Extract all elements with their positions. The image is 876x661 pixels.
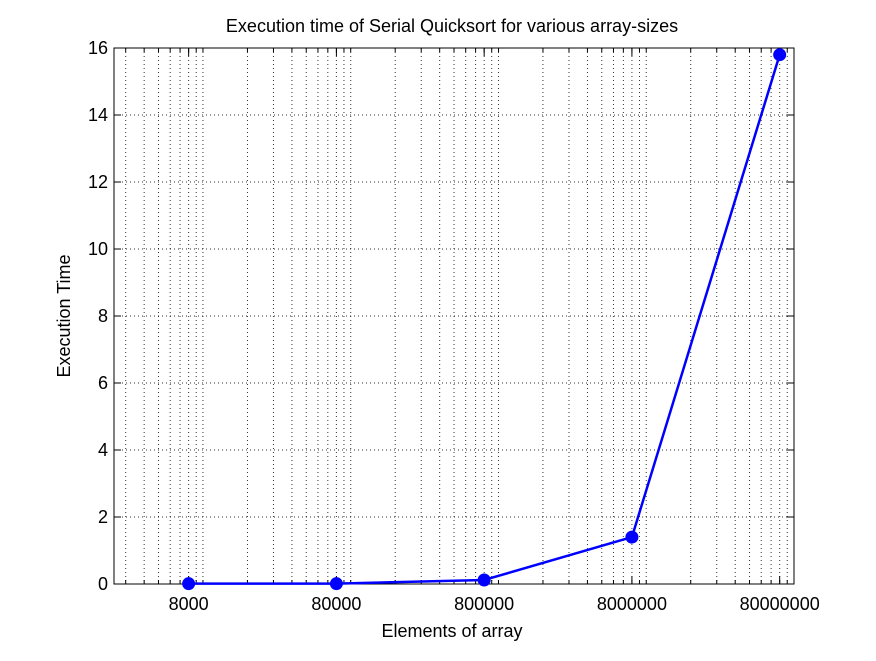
y-tick-label: 12 <box>88 172 108 192</box>
data-point-marker <box>477 573 491 587</box>
x-tick-label: 800000 <box>454 594 514 614</box>
x-tick-label: 8000 <box>169 594 209 614</box>
data-point-marker <box>625 530 639 544</box>
y-tick-label: 2 <box>98 507 108 527</box>
x-tick-label: 80000 <box>311 594 361 614</box>
data-point-marker <box>329 577 343 591</box>
y-tick-label: 4 <box>98 440 108 460</box>
y-tick-label: 10 <box>88 239 108 259</box>
grid-layer <box>114 48 795 584</box>
chart-title: Execution time of Serial Quicksort for v… <box>226 16 678 36</box>
data-point-marker <box>182 577 196 591</box>
x-tick-label: 80000000 <box>740 594 820 614</box>
x-tick-label: 8000000 <box>597 594 667 614</box>
y-tick-label: 14 <box>88 105 108 125</box>
data-point-marker <box>773 48 787 62</box>
tick-layer: 0 2 4 6 8 10 12 14 16 8000 80000 800000 8000000 80000… <box>88 38 820 614</box>
y-axis-label: Execution Time <box>54 254 74 377</box>
x-axis-label: Elements of array <box>381 621 522 641</box>
y-tick-label: 8 <box>98 306 108 326</box>
y-tick-label: 0 <box>98 574 108 594</box>
y-tick-label: 16 <box>88 38 108 58</box>
y-tick-label: 6 <box>98 373 108 393</box>
series-layer <box>182 48 787 591</box>
